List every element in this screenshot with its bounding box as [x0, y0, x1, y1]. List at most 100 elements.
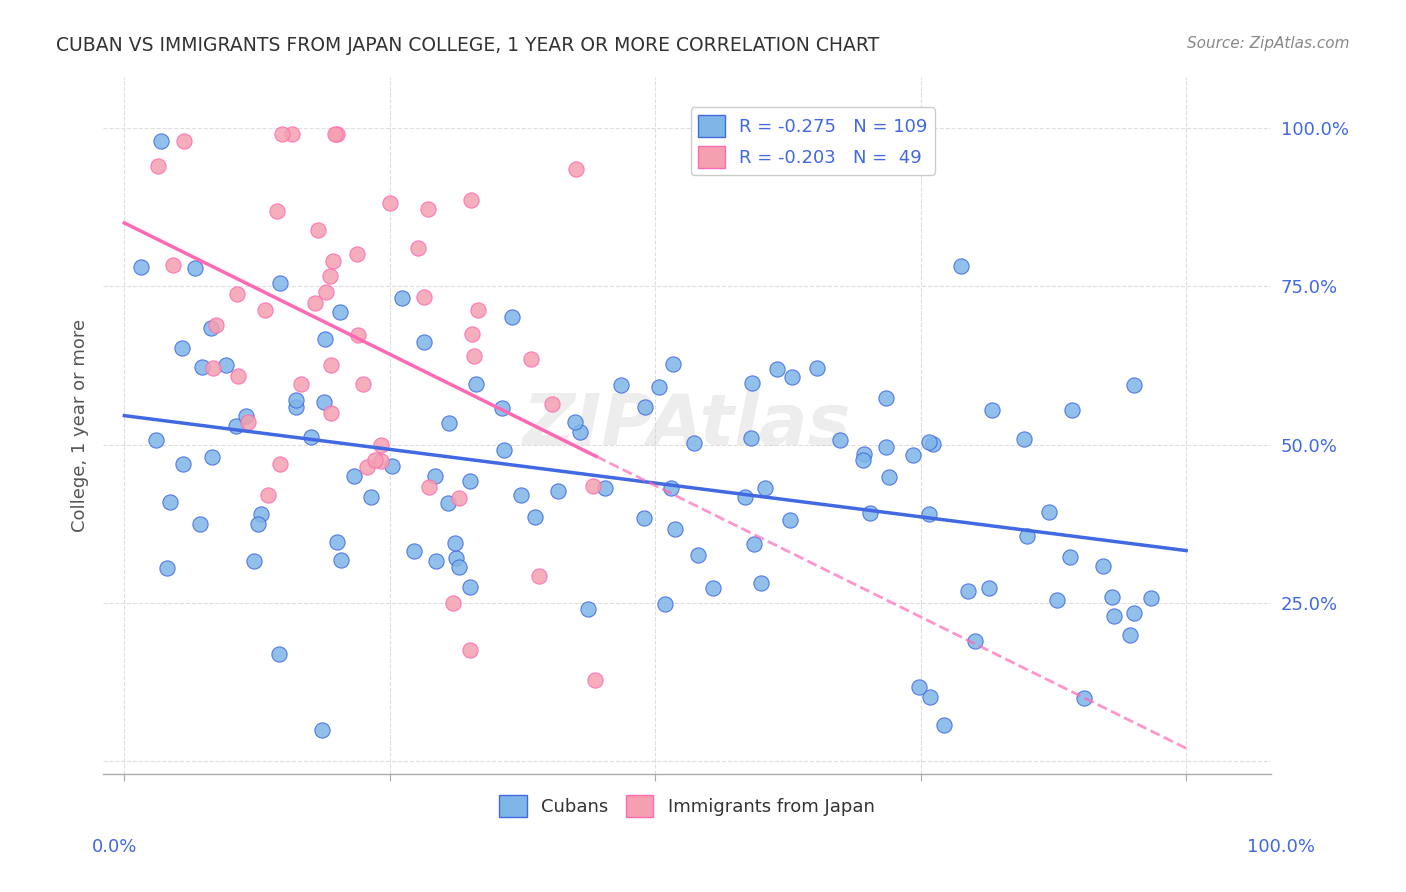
- Point: [318, 269, 340, 284]
- Point: [284, 400, 307, 414]
- Point: [145, 433, 167, 447]
- Point: [780, 370, 803, 384]
- Point: [875, 441, 897, 455]
- Point: [329, 304, 352, 318]
- Point: [191, 360, 214, 375]
- Point: [312, 394, 335, 409]
- Point: [527, 568, 550, 582]
- Point: [875, 392, 897, 406]
- Point: [173, 134, 195, 148]
- Point: [205, 318, 228, 332]
- Point: [225, 286, 247, 301]
- Point: [1059, 550, 1081, 565]
- Point: [464, 376, 486, 391]
- Point: [215, 358, 238, 372]
- Point: [226, 369, 249, 384]
- Point: [311, 723, 333, 737]
- Text: 100.0%: 100.0%: [1247, 838, 1315, 856]
- Point: [1012, 433, 1035, 447]
- Point: [162, 259, 184, 273]
- Point: [494, 442, 516, 457]
- Point: [463, 349, 485, 363]
- Point: [754, 481, 776, 495]
- Point: [360, 490, 382, 504]
- Point: [853, 447, 876, 461]
- Point: [981, 402, 1004, 417]
- Point: [352, 377, 374, 392]
- Point: [564, 415, 586, 429]
- Point: [654, 597, 676, 611]
- Point: [247, 516, 270, 531]
- Point: [346, 247, 368, 261]
- Point: [437, 496, 460, 510]
- Point: [243, 554, 266, 568]
- Point: [380, 195, 402, 210]
- Point: [200, 321, 222, 335]
- Point: [742, 537, 765, 551]
- Point: [253, 303, 276, 318]
- Point: [437, 416, 460, 430]
- Point: [172, 457, 194, 471]
- Text: Source: ZipAtlas.com: Source: ZipAtlas.com: [1187, 36, 1350, 51]
- Text: ZIPAtlas: ZIPAtlas: [523, 392, 852, 460]
- Point: [444, 550, 467, 565]
- Point: [877, 470, 900, 484]
- Point: [524, 509, 547, 524]
- Point: [225, 418, 247, 433]
- Point: [1091, 559, 1114, 574]
- Point: [343, 469, 366, 483]
- Point: [583, 673, 606, 688]
- Point: [1102, 609, 1125, 624]
- Point: [236, 415, 259, 429]
- Point: [391, 291, 413, 305]
- Point: [576, 602, 599, 616]
- Point: [370, 438, 392, 452]
- Point: [741, 376, 763, 390]
- Point: [156, 561, 179, 575]
- Point: [1118, 627, 1140, 641]
- Point: [458, 643, 481, 657]
- Point: [326, 128, 349, 142]
- Point: [702, 581, 724, 595]
- Point: [1122, 606, 1144, 620]
- Point: [322, 254, 344, 268]
- Text: CUBAN VS IMMIGRANTS FROM JAPAN COLLEGE, 1 YEAR OR MORE CORRELATION CHART: CUBAN VS IMMIGRANTS FROM JAPAN COLLEGE, …: [56, 36, 880, 54]
- Point: [734, 491, 756, 505]
- Point: [648, 380, 671, 394]
- Point: [425, 554, 447, 568]
- Point: [520, 351, 543, 366]
- Point: [806, 360, 828, 375]
- Point: [1122, 378, 1144, 392]
- Point: [129, 260, 152, 274]
- Point: [418, 480, 440, 494]
- Point: [664, 522, 686, 536]
- Point: [593, 481, 616, 495]
- Point: [565, 162, 588, 177]
- Point: [1045, 592, 1067, 607]
- Point: [662, 357, 685, 371]
- Point: [1140, 591, 1163, 605]
- Point: [963, 634, 986, 648]
- Point: [307, 222, 329, 236]
- Point: [458, 580, 481, 594]
- Point: [447, 491, 470, 505]
- Point: [269, 457, 291, 471]
- Point: [491, 401, 513, 415]
- Point: [347, 327, 370, 342]
- Point: [852, 453, 875, 467]
- Point: [423, 469, 446, 483]
- Point: [184, 260, 207, 275]
- Point: [321, 358, 343, 372]
- Point: [1017, 528, 1039, 542]
- Point: [235, 409, 257, 424]
- Point: [284, 393, 307, 408]
- Point: [1073, 691, 1095, 706]
- Point: [1060, 403, 1083, 417]
- Point: [441, 596, 464, 610]
- Point: [408, 241, 430, 255]
- Point: [150, 134, 173, 148]
- Point: [858, 506, 880, 520]
- Point: [634, 401, 657, 415]
- Point: [271, 128, 294, 142]
- Y-axis label: College, 1 year or more: College, 1 year or more: [72, 319, 89, 533]
